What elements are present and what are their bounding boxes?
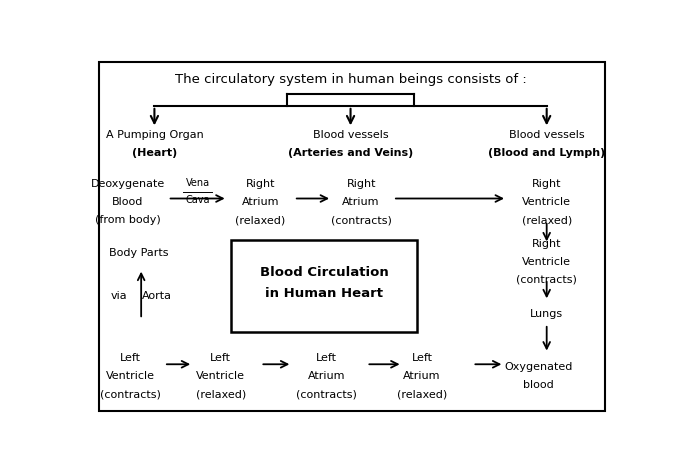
Text: Cava: Cava [185, 195, 210, 205]
Text: in Human Heart: in Human Heart [265, 286, 383, 300]
Text: Ventricle: Ventricle [196, 371, 245, 381]
Text: (Blood and Lymph): (Blood and Lymph) [488, 148, 605, 159]
Text: Right: Right [246, 179, 275, 189]
Text: Lungs: Lungs [530, 309, 563, 319]
FancyBboxPatch shape [98, 62, 605, 411]
Text: Blood Circulation: Blood Circulation [260, 266, 389, 279]
Text: (contracts): (contracts) [296, 389, 357, 399]
Text: Blood vessels: Blood vessels [509, 131, 585, 140]
Text: (relaxed): (relaxed) [196, 389, 246, 399]
Text: Blood: Blood [112, 197, 144, 207]
Text: Left: Left [120, 353, 141, 363]
Text: Oxygenated: Oxygenated [505, 362, 573, 372]
Text: Right: Right [532, 179, 562, 189]
Text: Left: Left [210, 353, 231, 363]
Text: (relaxed): (relaxed) [397, 389, 447, 399]
Text: blood: blood [523, 380, 554, 390]
Text: Atrium: Atrium [308, 371, 345, 381]
Text: Blood vessels: Blood vessels [313, 131, 389, 140]
Text: Vena: Vena [185, 178, 210, 188]
Text: Atrium: Atrium [404, 371, 441, 381]
Text: Right: Right [532, 239, 562, 249]
Text: Right: Right [346, 179, 376, 189]
Text: Deoxygenate: Deoxygenate [91, 179, 165, 189]
Text: Atrium: Atrium [241, 197, 279, 207]
FancyBboxPatch shape [231, 240, 417, 332]
Text: Left: Left [412, 353, 432, 363]
Text: A Pumping Organ: A Pumping Organ [105, 131, 203, 140]
Text: (relaxed): (relaxed) [522, 215, 572, 225]
Text: Left: Left [316, 353, 337, 363]
Text: (contracts): (contracts) [331, 215, 391, 225]
Text: (from body): (from body) [95, 215, 161, 225]
Text: Ventricle: Ventricle [522, 197, 571, 207]
Text: (contracts): (contracts) [516, 275, 577, 285]
Text: (contracts): (contracts) [100, 389, 161, 399]
Text: Aorta: Aorta [142, 291, 172, 301]
Text: (Heart): (Heart) [132, 148, 177, 159]
Text: (Arteries and Veins): (Arteries and Veins) [288, 148, 413, 159]
Text: (relaxed): (relaxed) [235, 215, 285, 225]
Text: Body Parts: Body Parts [109, 248, 168, 257]
Text: Ventricle: Ventricle [522, 256, 571, 267]
Text: Atrium: Atrium [343, 197, 380, 207]
Text: via: via [111, 291, 127, 301]
Text: The circulatory system in human beings consists of :: The circulatory system in human beings c… [174, 73, 527, 86]
Text: Ventricle: Ventricle [106, 371, 155, 381]
